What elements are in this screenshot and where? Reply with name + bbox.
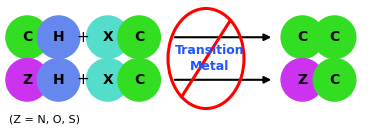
Text: H: H <box>53 30 64 44</box>
Text: C: C <box>22 30 33 44</box>
Ellipse shape <box>117 15 161 59</box>
Ellipse shape <box>37 58 81 102</box>
Ellipse shape <box>280 58 324 102</box>
Text: Z: Z <box>297 73 307 87</box>
Text: Z: Z <box>22 73 32 87</box>
Text: (Z = N, O, S): (Z = N, O, S) <box>9 115 81 125</box>
Text: X: X <box>102 73 113 87</box>
Ellipse shape <box>280 15 324 59</box>
Ellipse shape <box>86 58 130 102</box>
Ellipse shape <box>5 58 49 102</box>
Ellipse shape <box>117 58 161 102</box>
Text: Metal: Metal <box>190 60 229 73</box>
Text: C: C <box>329 73 340 87</box>
Ellipse shape <box>313 15 356 59</box>
Text: H: H <box>53 73 64 87</box>
Text: C: C <box>297 30 308 44</box>
Text: +: + <box>77 30 90 45</box>
Text: +: + <box>77 72 90 87</box>
Ellipse shape <box>86 15 130 59</box>
Ellipse shape <box>5 15 49 59</box>
Text: X: X <box>102 30 113 44</box>
Text: C: C <box>134 73 144 87</box>
Text: C: C <box>329 30 340 44</box>
Text: Transition: Transition <box>175 44 245 57</box>
Ellipse shape <box>37 15 81 59</box>
Ellipse shape <box>313 58 356 102</box>
Text: C: C <box>134 30 144 44</box>
